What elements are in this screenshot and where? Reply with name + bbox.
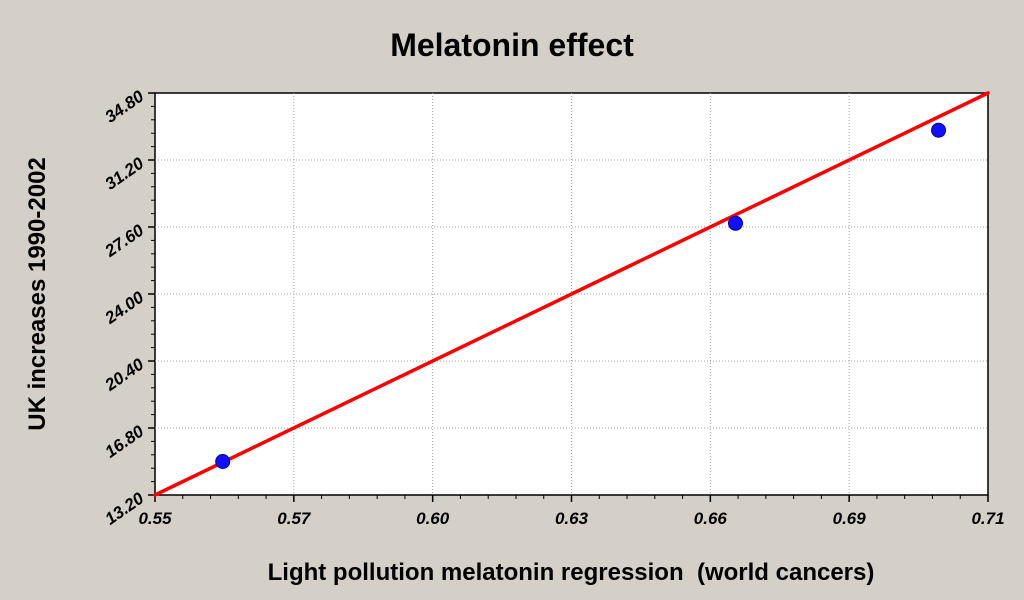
fit-line-layer [153,91,990,497]
data-point [727,215,743,231]
x-tick-label: 0.63 [555,509,589,528]
y-axis-label: UK increases 1990-2002 [24,157,51,431]
x-tick-label: 0.60 [416,509,450,528]
x-tick-label: 0.69 [833,509,867,528]
x-tick-label: 0.55 [138,509,172,528]
x-tick-label: 0.66 [694,509,728,528]
data-point [215,454,231,469]
chart-title: Melatonin effect [390,27,634,63]
regression-line [153,91,990,497]
x-axis-label: Light pollution melatonin regression (wo… [268,559,875,586]
x-tick-labels: 0.55 0.57 0.60 0.63 0.66 0.69 0.71 [138,509,1004,528]
x-tick-label: 0.57 [277,509,312,528]
x-tick-label: 0.71 [971,509,1004,528]
data-point [931,122,947,138]
data-points [215,122,947,469]
